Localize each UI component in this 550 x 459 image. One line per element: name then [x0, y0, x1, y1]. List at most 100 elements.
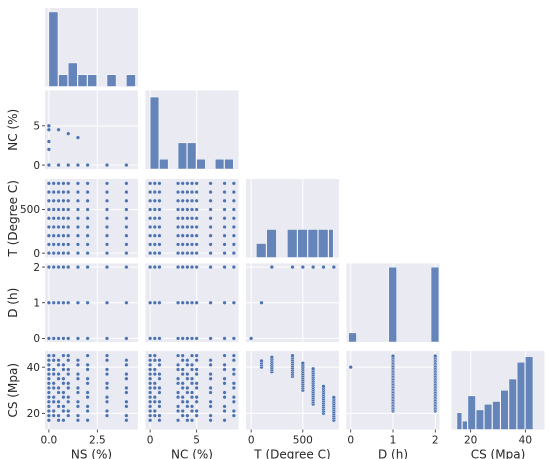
- scatter-point: [104, 408, 110, 414]
- scatter-point: [194, 264, 199, 270]
- scatter-point: [189, 264, 195, 270]
- scatter-point: [222, 224, 227, 230]
- scatter-point: [124, 181, 129, 186]
- y-axis-label: CS (Mpa): [6, 363, 20, 418]
- scatter-point: [46, 336, 51, 341]
- scatter-point: [66, 207, 71, 212]
- scatter-point: [75, 399, 81, 404]
- scatter-point: [61, 353, 66, 358]
- scatter-point: [208, 216, 213, 221]
- y-axis-label: NC (%): [6, 109, 20, 151]
- scatter-point: [194, 233, 199, 238]
- scatter-point: [124, 404, 129, 409]
- scatter-point: [104, 264, 110, 270]
- scatter-point: [189, 300, 195, 305]
- scatter-point: [152, 371, 157, 377]
- histogram-bar: [500, 390, 509, 430]
- scatter-point: [56, 189, 61, 195]
- scatter-point: [152, 353, 157, 358]
- scatter-point: [85, 336, 90, 341]
- panel-D-vs-NC: [145, 263, 239, 342]
- scatter-point: [180, 358, 185, 363]
- panel-T-vs-NC: [145, 179, 239, 258]
- scatter-point: [56, 362, 61, 367]
- scatter-point: [46, 390, 51, 395]
- scatter-point: [157, 404, 162, 409]
- scatter-point: [104, 371, 110, 377]
- scatter-point: [180, 233, 185, 238]
- scatter-point: [180, 216, 185, 221]
- scatter-point: [175, 376, 181, 381]
- scatter-point: [46, 224, 51, 230]
- scatter-point: [75, 233, 81, 238]
- scatter-point: [61, 404, 66, 409]
- scatter-point: [124, 376, 129, 381]
- scatter-point: [300, 361, 305, 366]
- scatter-point: [61, 395, 66, 400]
- scatter-point: [208, 404, 213, 409]
- scatter-point: [85, 162, 90, 168]
- x-tick-label: 0: [147, 435, 154, 447]
- y-tick-label: 0: [33, 248, 40, 260]
- scatter-point: [66, 408, 71, 414]
- scatter-point: [194, 198, 199, 203]
- scatter-point: [61, 207, 66, 212]
- scatter-point: [185, 251, 190, 256]
- scatter-point: [157, 198, 162, 203]
- scatter-point: [269, 355, 274, 360]
- scatter-point: [231, 189, 236, 195]
- scatter-point: [148, 381, 153, 386]
- scatter-point: [180, 198, 185, 203]
- scatter-point: [194, 216, 199, 221]
- scatter-point: [194, 189, 199, 195]
- scatter-point: [222, 198, 227, 203]
- y-tick-label: 500: [20, 204, 40, 216]
- scatter-point: [189, 353, 195, 358]
- histogram-bar: [126, 74, 136, 87]
- scatter-point: [46, 358, 51, 363]
- scatter-point: [152, 224, 157, 230]
- scatter-point: [189, 233, 195, 238]
- scatter-point: [124, 385, 129, 391]
- scatter-point: [157, 189, 162, 195]
- scatter-point: [75, 300, 81, 305]
- histogram-bar: [149, 96, 160, 170]
- scatter-point: [46, 362, 51, 367]
- scatter-point: [157, 385, 162, 391]
- scatter-point: [46, 233, 51, 238]
- histogram-bar: [297, 229, 308, 258]
- scatter-point: [152, 367, 157, 372]
- histogram-bar: [456, 412, 463, 430]
- scatter-point: [104, 162, 110, 168]
- scatter-point: [61, 390, 66, 395]
- scatter-point: [157, 224, 162, 230]
- scatter-point: [124, 390, 129, 395]
- histogram-bar: [484, 404, 493, 430]
- scatter-point: [61, 233, 66, 238]
- scatter-point: [152, 413, 157, 418]
- scatter-point: [85, 242, 90, 247]
- scatter-point: [75, 418, 81, 423]
- scatter-point: [61, 264, 66, 270]
- scatter-point: [85, 198, 90, 203]
- scatter-point: [124, 198, 129, 203]
- scatter-point: [75, 413, 81, 418]
- scatter-point: [194, 408, 199, 414]
- scatter-point: [194, 358, 199, 363]
- scatter-point: [124, 233, 129, 238]
- scatter-point: [124, 358, 129, 363]
- scatter-point: [175, 181, 181, 186]
- scatter-point: [185, 216, 190, 221]
- scatter-point: [208, 207, 213, 212]
- scatter-point: [66, 131, 71, 136]
- scatter-point: [311, 264, 316, 270]
- scatter-point: [157, 181, 162, 186]
- scatter-point: [56, 181, 61, 186]
- scatter-point: [208, 413, 213, 418]
- scatter-point: [124, 242, 129, 247]
- scatter-point: [152, 233, 157, 238]
- scatter-point: [46, 181, 51, 186]
- scatter-point: [75, 358, 81, 363]
- scatter-point: [189, 390, 195, 395]
- scatter-point: [51, 367, 56, 372]
